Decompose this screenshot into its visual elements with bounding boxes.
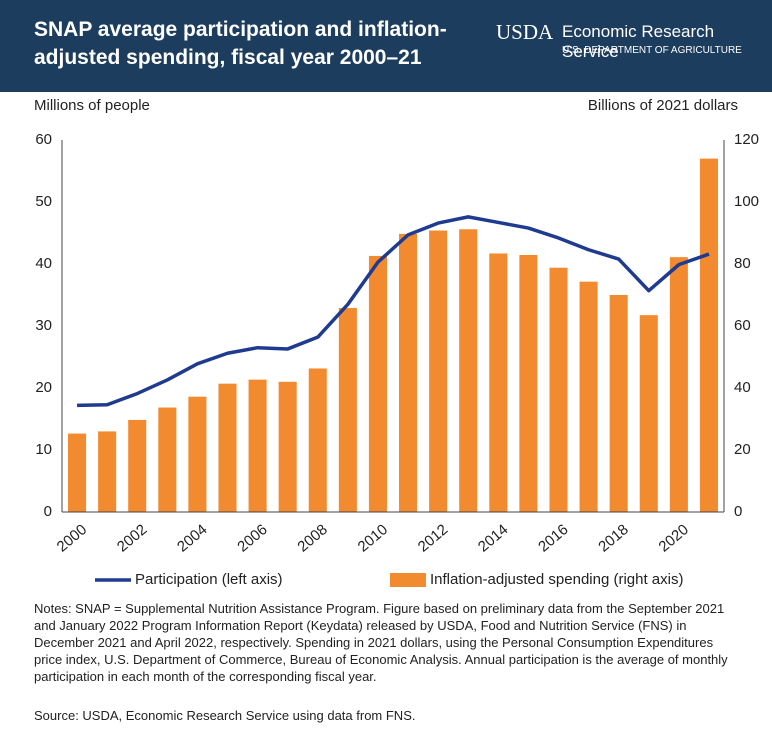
department: U.S. DEPARTMENT OF AGRICULTURE (562, 45, 742, 56)
x-tick-label: 2012 (415, 521, 451, 555)
header: SNAP average participation and inflation… (0, 0, 772, 92)
bar (188, 396, 207, 512)
x-tick-label: 2018 (595, 521, 631, 555)
legend-label: Inflation-adjusted spending (right axis) (430, 571, 683, 588)
x-tick-label: 2016 (535, 521, 571, 555)
y-tick-label: 20 (35, 379, 52, 396)
y-tick-label: 60 (35, 131, 52, 148)
y-tick-label: 30 (35, 317, 52, 334)
bar (489, 253, 508, 512)
x-tick-label: 2014 (475, 521, 511, 555)
y-tick-label: 10 (35, 441, 52, 458)
bar (519, 255, 538, 512)
bar (68, 433, 87, 512)
bar (549, 267, 568, 512)
bar (158, 407, 177, 512)
x-tick-label: 2008 (294, 521, 330, 555)
y2-axis-label: Billions of 2021 dollars (588, 97, 738, 114)
y-tick-label: 40 (35, 255, 52, 272)
legend-swatch (390, 573, 426, 587)
bar (338, 308, 357, 512)
bar (579, 281, 598, 512)
x-tick-label: 2004 (174, 521, 210, 555)
y2-tick-label: 100 (734, 193, 759, 210)
x-tick-label: 2000 (54, 521, 90, 555)
y2-tick-label: 120 (734, 131, 759, 148)
bar (399, 233, 418, 512)
y2-tick-label: 60 (734, 317, 751, 334)
notes: Notes: SNAP = Supplemental Nutrition Ass… (34, 601, 728, 684)
y2-tick-label: 0 (734, 503, 742, 520)
x-tick-label: 2010 (355, 521, 391, 555)
x-tick-label: 2006 (234, 521, 270, 555)
x-tick-label: 2002 (114, 521, 150, 555)
chart: Millions of people Billions of 2021 doll… (34, 97, 759, 588)
bar (98, 431, 117, 512)
bar (218, 383, 237, 512)
bar (699, 158, 718, 512)
y2-tick-label: 80 (734, 255, 751, 272)
title: adjusted spending, fiscal year 2000–21 (34, 46, 422, 69)
bar (368, 255, 387, 512)
y-axis-label: Millions of people (34, 97, 150, 114)
source: Source: USDA, Economic Research Service … (34, 708, 416, 723)
bar (609, 295, 628, 512)
y-tick-label: 0 (44, 503, 52, 520)
legend-label: Participation (left axis) (135, 571, 283, 588)
x-tick-label: 2020 (655, 521, 691, 555)
line (77, 215, 710, 408)
bar (278, 381, 297, 512)
bar (429, 230, 448, 512)
y2-tick-label: 40 (734, 379, 751, 396)
bar (459, 229, 478, 512)
title: SNAP average participation and inflation… (34, 18, 447, 41)
logo: USDA (496, 20, 554, 44)
bar (308, 368, 327, 512)
bar (128, 419, 147, 512)
y2-tick-label: 20 (734, 441, 751, 458)
y-tick-label: 50 (35, 193, 52, 210)
bar (248, 379, 267, 512)
agency: Economic Research Service (562, 22, 715, 61)
bar (639, 315, 658, 512)
bar (669, 257, 688, 512)
